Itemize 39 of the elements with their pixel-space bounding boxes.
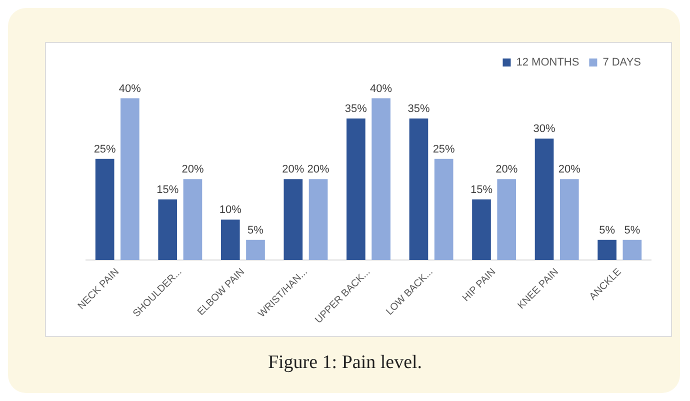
bar — [409, 118, 428, 260]
bar — [434, 158, 454, 260]
bar — [598, 240, 616, 260]
bar — [246, 240, 265, 260]
bar — [497, 179, 516, 260]
data-label: 35% — [408, 102, 430, 115]
legend-label: 7 DAYS — [602, 56, 641, 69]
bar — [95, 158, 114, 260]
bar — [120, 98, 140, 260]
legend-label: 12 MONTHS — [516, 56, 580, 69]
data-label: 5% — [248, 224, 264, 236]
data-label: 40% — [370, 82, 392, 95]
data-label: 20% — [307, 164, 330, 176]
data-label: 25% — [432, 143, 456, 156]
data-label: 10% — [219, 204, 242, 216]
data-label: 35% — [344, 102, 368, 115]
data-label: 20% — [558, 164, 581, 176]
data-label: 15% — [470, 184, 493, 196]
data-label: 30% — [533, 123, 556, 136]
bar — [158, 199, 178, 260]
bar — [622, 240, 642, 260]
bar — [284, 179, 303, 260]
bar — [472, 199, 491, 260]
data-label: 20% — [282, 164, 304, 176]
data-label: 5% — [599, 224, 616, 236]
bar — [308, 179, 328, 260]
data-label: 20% — [496, 164, 518, 176]
data-label: 40% — [118, 82, 142, 95]
data-label: 15% — [156, 184, 179, 196]
data-label: 25% — [94, 143, 116, 156]
bar — [346, 118, 366, 260]
bar — [560, 179, 579, 260]
bar — [220, 220, 240, 260]
data-label: 5% — [624, 224, 640, 236]
caption: Figure 1: Pain level. — [266, 352, 424, 374]
bar — [534, 138, 554, 260]
bar — [372, 98, 390, 260]
data-label: 20% — [182, 164, 204, 176]
bar — [183, 179, 202, 260]
